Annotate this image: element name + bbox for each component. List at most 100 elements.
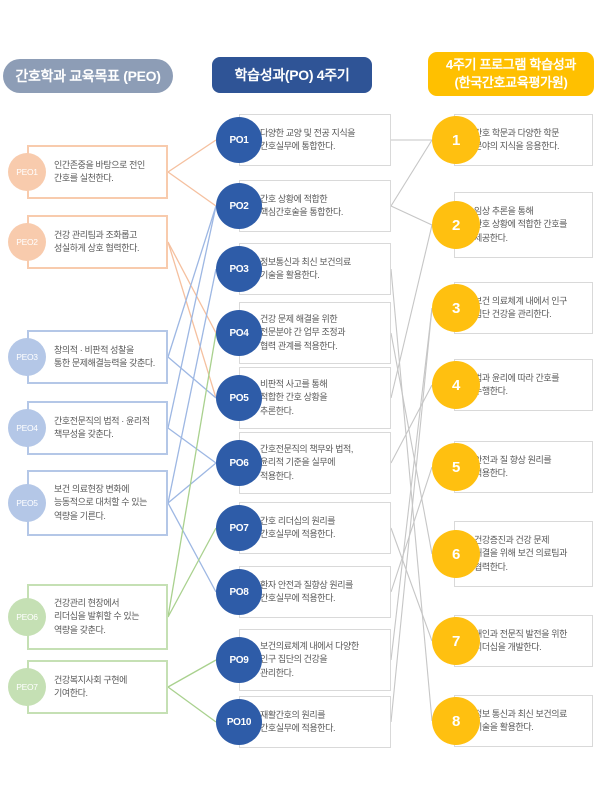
po-circle-label-PO2: PO2 [229,200,249,212]
po-text-PO3: 정보통신과 최신 보건의료 기술을 활용한다. [260,256,351,281]
connector-PEO6-PO7 [167,527,217,618]
connector-PO3-8 [390,268,433,722]
pr-circle-3: 3 [432,284,480,332]
po-circle-PO4: PO4 [216,310,262,356]
connector-PEO1-PO1 [167,139,217,173]
peo-circle-PEO2: PEO2 [8,223,46,261]
po-box-PO2: 간호 상황에 적합한 핵심간호술을 통합한다. [239,180,391,232]
po-circle-label-PO3: PO3 [229,263,249,275]
connector-PO2-1 [390,139,433,207]
connector-PEO7-PO10 [167,686,217,723]
pr-circle-6: 6 [432,530,480,578]
po-box-PO4: 건강 문제 해결을 위한 전문분야 간 업무 조정과 협력 관계를 적용한다. [239,302,391,364]
po-circle-label-PO9: PO9 [229,654,249,666]
po-circle-label-PO6: PO6 [229,457,249,469]
po-text-PO4: 건강 문제 해결을 위한 전문분야 간 업무 조정과 협력 관계를 적용한다. [260,313,346,351]
peo-text-PEO5: 보건 의료현장 변화에 능동적으로 대처할 수 있는 역량을 기른다. [54,483,147,521]
peo-circle-PEO3: PEO3 [8,338,46,376]
peo-box-PEO6: 건강관리 현장에서 리더십을 발휘할 수 있는 역량을 갖춘다. [27,584,168,650]
po-circle-label-PO5: PO5 [229,392,249,404]
connector-PEO6-PO4 [167,332,217,618]
peo-box-PEO1: 인간존중을 바탕으로 전인 간호를 실천한다. [27,145,168,199]
pr-circle-4: 4 [432,361,480,409]
po-box-PO8: 환자 안전과 질향상 원리를 간호실무에 적용한다. [239,566,391,618]
pr-circle-label-3: 3 [451,299,461,317]
pr-text-2: 임상 추론을 통해 간호 상황에 적합한 간호를 제공한다. [474,205,567,243]
peo-box-PEO7: 건강복지사회 구현에 기여한다. [27,660,168,714]
po-circle-PO6: PO6 [216,440,262,486]
pr-circle-label-1: 1 [451,131,461,149]
peo-column-header: 간호학과 교육목표 (PEO) [3,59,173,93]
peo-circle-PEO7: PEO7 [8,668,46,706]
connector-PEO3-PO5 [167,356,217,399]
connector-PEO3-PO2 [167,205,217,358]
connector-PEO2-PO4 [167,241,217,334]
po-text-PO7: 간호 리더십의 원리를 간호실무에 적용한다. [260,515,336,540]
peo-circle-PEO6: PEO6 [8,598,46,636]
po-circle-PO10: PO10 [216,699,262,745]
peo-text-PEO4: 간호전문직의 법적 · 윤리적 책무성을 갖춘다. [54,415,150,440]
connector-PEO4-PO6 [167,427,217,464]
connector-PO10-3 [390,307,433,723]
pr-box-1: 간호 학문과 다양한 학문 분야의 지식을 응용한다. [454,114,593,166]
po-circle-label-PO7: PO7 [229,522,249,534]
pr-circle-label-5: 5 [451,458,461,476]
po-text-PO9: 보건의료체계 내에서 다양한 인구 집단의 건강을 관리한다. [260,640,359,678]
pr-circle-label-4: 4 [451,376,461,394]
peo-circle-label-PEO6: PEO6 [16,612,38,622]
peo-text-PEO2: 건강 관리팀과 조화롭고 성실하게 상호 협력한다. [54,229,140,254]
peo-text-PEO7: 건강복지사회 구현에 기여한다. [54,674,128,699]
po-circle-label-PO4: PO4 [229,327,249,339]
peo-circle-label-PEO2: PEO2 [16,237,38,247]
connector-PO6-4 [390,384,433,464]
connector-PO5-2 [390,224,433,399]
peo-text-PEO1: 인간존중을 바탕으로 전인 간호를 실천한다. [54,159,145,184]
po-circle-PO5: PO5 [216,375,262,421]
peo-box-PEO2: 건강 관리팀과 조화롭고 성실하게 상호 협력한다. [27,215,168,269]
po-circle-PO9: PO9 [216,637,262,683]
pr-circle-label-2: 2 [451,216,461,234]
connector-PEO4-PO2 [167,205,217,429]
po-text-PO1: 다양한 교양 및 전공 지식을 간호실무에 통합한다. [260,127,356,152]
peo-circle-label-PEO4: PEO4 [16,423,38,433]
po-box-PO3: 정보통신과 최신 보건의료 기술을 활용한다. [239,243,391,295]
pr-text-8: 정보 통신과 최신 보건의료 기술을 활용한다. [474,708,567,733]
po-circle-PO7: PO7 [216,505,262,551]
peo-text-PEO3: 창의적 · 비판적 성찰을 통한 문제해결능력을 갖춘다. [54,344,155,369]
po-text-PO6: 간호전문직의 책무와 법적, 윤리적 기준을 실무에 적용한다. [260,443,353,481]
po-text-PO10: 재활간호의 원리를 간호실무에 적용한다. [260,709,336,734]
po-circle-PO2: PO2 [216,183,262,229]
connector-PEO5-PO6 [167,462,217,504]
po-box-PO1: 다양한 교양 및 전공 지식을 간호실무에 통합한다. [239,114,391,166]
peo-box-PEO3: 창의적 · 비판적 성찰을 통한 문제해결능력을 갖춘다. [27,330,168,384]
po-circle-PO3: PO3 [216,246,262,292]
pr-circle-8: 8 [432,697,480,745]
pr-circle-2: 2 [432,201,480,249]
pr-circle-7: 7 [432,617,480,665]
pr-text-6: 건강증진과 건강 문제 해결을 위해 보건 의료팀과 협력한다. [474,534,567,572]
pr-circle-label-6: 6 [451,545,461,563]
pr-text-3: 보건 의료체계 내에서 인구 집단 건강을 관리한다. [474,295,567,320]
peo-circle-label-PEO3: PEO3 [16,352,38,362]
peo-circle-PEO5: PEO5 [8,484,46,522]
connector-PO9-3 [390,307,433,661]
pr-box-2: 임상 추론을 통해 간호 상황에 적합한 간호를 제공한다. [454,192,593,258]
connector-PO7-7 [390,527,433,642]
connector-PEO5-PO8 [167,502,217,593]
connector-PEO7-PO9 [167,659,217,688]
program-column-header: 4주기 프로그램 학습성과 (한국간호교육평가원) [428,52,594,96]
po-column-header: 학습성과(PO) 4주기 [212,57,372,93]
peo-circle-label-PEO7: PEO7 [16,682,38,692]
connector-PO2-2 [390,205,433,226]
po-text-PO8: 환자 안전과 질향상 원리를 간호실무에 적용한다. [260,579,353,604]
pr-circle-5: 5 [432,443,480,491]
po-box-PO7: 간호 리더십의 원리를 간호실무에 적용한다. [239,502,391,554]
peo-circle-label-PEO5: PEO5 [16,498,38,508]
connector-PEO1-PO2 [167,171,217,207]
pr-text-1: 간호 학문과 다양한 학문 분야의 지식을 응용한다. [474,127,560,152]
pr-text-4: 법과 윤리에 따라 간호를 수행한다. [474,372,560,397]
po-circle-label-PO1: PO1 [229,134,249,146]
po-text-PO2: 간호 상황에 적합한 핵심간호술을 통합한다. [260,193,344,218]
po-circle-PO1: PO1 [216,117,262,163]
